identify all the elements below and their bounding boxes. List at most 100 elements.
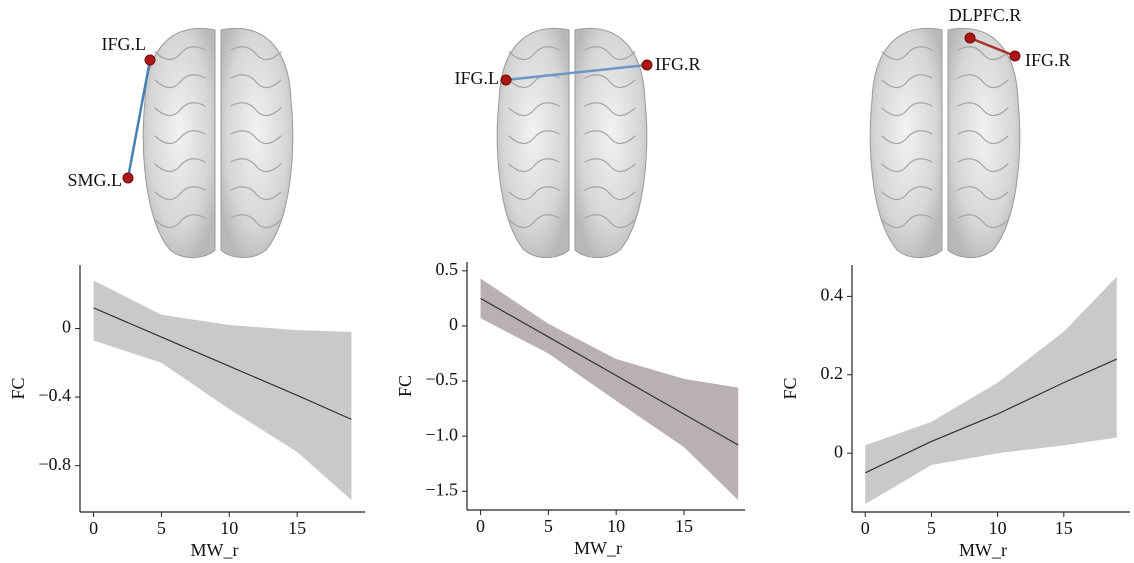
gyrus xyxy=(584,186,636,201)
y-tick-label: 0.5 xyxy=(436,259,459,279)
x-tick-label: 10 xyxy=(607,516,625,536)
gyrus xyxy=(957,102,1009,117)
gyrus xyxy=(584,214,636,229)
x-tick-label: 10 xyxy=(220,518,238,538)
hemisphere xyxy=(869,28,943,258)
brain xyxy=(142,28,294,258)
y-tick-label: 0 xyxy=(834,441,843,461)
node xyxy=(122,172,134,184)
gyrus xyxy=(957,158,1009,173)
gyrus xyxy=(957,46,1009,61)
gyrus xyxy=(508,186,560,201)
plot: 0 5 10 15 0 −0.4 −0.8 MW_r FC xyxy=(8,265,365,560)
gyrus xyxy=(881,102,933,117)
x-tick-label: 5 xyxy=(157,518,166,538)
plots: 0 5 10 15 0 −0.4 −0.8 MW_r FC 0 5 10 15 0.5 0 −0.5 −1.0 −… xyxy=(8,259,1130,560)
confidence-band xyxy=(93,280,352,500)
gyrus xyxy=(154,158,206,173)
y-axis-label: FC xyxy=(395,375,415,397)
y-axis-label: FC xyxy=(780,377,800,399)
gyrus xyxy=(881,46,933,61)
x-tick-label: 0 xyxy=(476,516,485,536)
x-tick-label: 5 xyxy=(927,518,936,538)
gyrus xyxy=(584,74,636,89)
edge xyxy=(505,63,648,82)
node xyxy=(1009,50,1021,62)
node-label: SMG.L xyxy=(67,170,122,190)
y-tick-label: −1.5 xyxy=(425,479,458,499)
hemisphere xyxy=(574,28,648,258)
brains: IFG.L SMG.L IFG.L IFG.R DLPFC.R IFG.R xyxy=(67,5,1071,258)
regression-line xyxy=(480,297,739,446)
x-tick-label: 0 xyxy=(861,518,870,538)
node xyxy=(641,59,653,71)
regression-line xyxy=(864,358,1118,474)
brain xyxy=(496,28,648,258)
gyrus xyxy=(881,214,933,229)
y-axis-label: FC xyxy=(8,377,28,399)
node-label: IFG.L xyxy=(102,34,147,54)
confidence-band xyxy=(480,278,739,501)
gyrus xyxy=(230,186,282,201)
gyrus xyxy=(881,158,933,173)
regression-line xyxy=(93,307,352,420)
gyrus xyxy=(957,74,1009,89)
gyrus xyxy=(881,130,933,145)
gyrus xyxy=(154,130,206,145)
x-tick-label: 10 xyxy=(989,518,1007,538)
gyrus xyxy=(154,214,206,229)
hemisphere xyxy=(496,28,570,258)
gyrus xyxy=(230,46,282,61)
gyrus xyxy=(154,74,206,89)
gyrus xyxy=(508,158,560,173)
gyrus xyxy=(881,74,933,89)
gyrus xyxy=(957,130,1009,145)
gyrus xyxy=(154,102,206,117)
x-tick-label: 15 xyxy=(1055,518,1073,538)
hemisphere xyxy=(947,28,1021,258)
gyrus xyxy=(230,158,282,173)
gyrus xyxy=(881,186,933,201)
gyrus xyxy=(584,130,636,145)
gyrus xyxy=(154,46,206,61)
gyrus xyxy=(957,186,1009,201)
y-tick-label: −0.4 xyxy=(38,385,71,405)
edge xyxy=(969,36,1016,58)
y-tick-label: 0 xyxy=(449,314,458,334)
brain xyxy=(869,28,1021,258)
gyrus xyxy=(154,186,206,201)
hemisphere xyxy=(142,28,216,258)
node-label: IFG.L xyxy=(455,68,500,88)
y-tick-label: −1.0 xyxy=(425,424,458,444)
plot: 0 5 10 15 0.4 0.2 0 MW_r FC xyxy=(780,265,1130,560)
connection: DLPFC.R IFG.R xyxy=(949,5,1071,70)
node xyxy=(144,54,156,66)
x-tick-label: 5 xyxy=(544,516,553,536)
plot: 0 5 10 15 0.5 0 −0.5 −1.0 −1.5 MW_r FC xyxy=(395,259,745,558)
node-label: DLPFC.R xyxy=(949,5,1022,25)
x-axis-label: MW_r xyxy=(191,540,239,560)
x-axis-label: MW_r xyxy=(959,540,1007,560)
x-tick-label: 0 xyxy=(89,518,98,538)
node xyxy=(500,74,512,86)
x-tick-label: 15 xyxy=(288,518,306,538)
gyrus xyxy=(957,214,1009,229)
gyrus xyxy=(584,102,636,117)
y-tick-label: −0.8 xyxy=(38,454,71,474)
gyrus xyxy=(584,46,636,61)
node-label: IFG.R xyxy=(655,54,701,74)
connection: IFG.L IFG.R xyxy=(455,54,701,88)
gyrus xyxy=(508,46,560,61)
gyrus xyxy=(230,130,282,145)
gyrus xyxy=(230,74,282,89)
node-label: IFG.R xyxy=(1025,50,1071,70)
confidence-band xyxy=(865,276,1117,505)
gyrus xyxy=(584,158,636,173)
gyrus xyxy=(508,102,560,117)
y-tick-label: 0.2 xyxy=(821,363,844,383)
gyrus xyxy=(230,214,282,229)
gyrus xyxy=(508,214,560,229)
gyrus xyxy=(508,130,560,145)
node xyxy=(964,32,976,44)
